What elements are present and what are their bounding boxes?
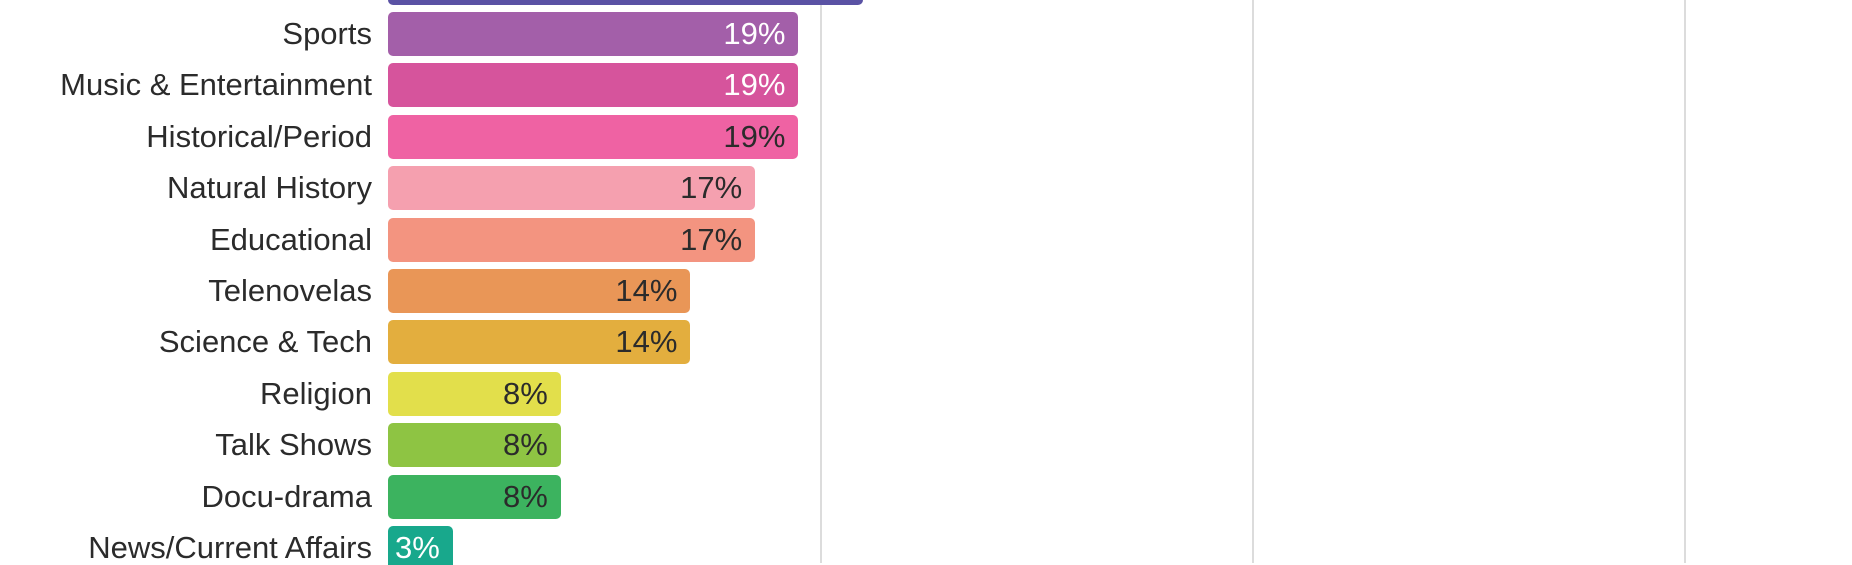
chart-row: Historical/Period 19% — [0, 114, 1852, 159]
value-label: 19% — [723, 16, 786, 51]
bar: 3% — [388, 526, 453, 565]
bar: 8% — [388, 474, 561, 519]
bar: 8% — [388, 423, 561, 468]
category-label: Religion — [259, 375, 372, 411]
clipped-top-bar — [388, 0, 864, 5]
bar: 14% — [388, 320, 691, 365]
bar: 19% — [388, 114, 799, 159]
category-label: Historical/Period — [146, 118, 372, 154]
bar: 17% — [388, 217, 756, 262]
bar: 8% — [388, 371, 561, 416]
category-label: Talk Shows — [215, 427, 372, 463]
chart-row: News/Current Affairs 3% — [0, 526, 1852, 565]
chart-row: Telenovelas 14% — [0, 269, 1852, 313]
value-label: 8% — [502, 478, 548, 514]
bar: 19% — [388, 12, 799, 56]
bar: 14% — [388, 269, 691, 313]
chart-row: Talk Shows 8% — [0, 423, 1852, 468]
bar: 19% — [388, 63, 799, 108]
value-label: 8% — [502, 427, 548, 463]
gridline — [820, 0, 822, 563]
chart-row: Docu-drama 8% — [0, 474, 1852, 519]
bar: 17% — [388, 166, 756, 211]
category-label: News/Current Affairs — [88, 530, 372, 565]
chart-row: Religion 8% — [0, 371, 1852, 416]
category-label: Sports — [282, 16, 372, 51]
value-label: 14% — [615, 273, 678, 308]
value-label: 17% — [680, 170, 743, 206]
value-label: 17% — [680, 221, 743, 257]
chart-row: Music & Entertainment 19% — [0, 63, 1852, 108]
category-label: Natural History — [167, 170, 372, 206]
category-label: Telenovelas — [208, 273, 372, 308]
chart-row: Educational 17% — [0, 217, 1852, 262]
value-label: 19% — [723, 118, 786, 154]
gridline — [1684, 0, 1686, 563]
category-label: Music & Entertainment — [60, 67, 372, 103]
category-label: Science & Tech — [158, 324, 372, 360]
gridline — [1252, 0, 1254, 563]
chart-row: Natural History 17% — [0, 166, 1852, 211]
category-label: Docu-drama — [201, 478, 372, 514]
category-label: Educational — [209, 221, 372, 257]
value-label: 19% — [723, 67, 786, 103]
chart-row: Science & Tech 14% — [0, 320, 1852, 365]
value-label: 3% — [394, 530, 440, 565]
value-label: 8% — [502, 375, 548, 411]
value-label: 14% — [615, 324, 678, 360]
chart-row: Sports 19% — [0, 12, 1852, 56]
